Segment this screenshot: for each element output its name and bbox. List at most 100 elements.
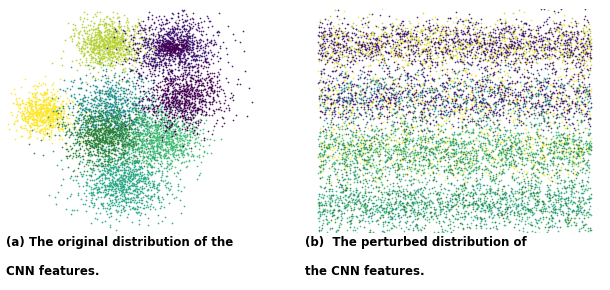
Point (154, 59, 164, 64)
Point (101, 115, 110, 120)
Point (100, 96, 110, 101)
Point (456, 136, 465, 141)
Point (92, 102, 102, 107)
Point (384, 113, 393, 118)
Point (34, 110, 44, 115)
Point (90, 52, 100, 57)
Point (176, 59, 186, 64)
Point (202, 71, 212, 76)
Point (492, 118, 501, 123)
Point (173, 37, 182, 41)
Point (429, 76, 439, 81)
Point (423, 46, 432, 51)
Point (185, 24, 195, 29)
Point (484, 43, 493, 47)
Point (527, 94, 537, 99)
Point (401, 220, 411, 225)
Point (98, 50, 108, 54)
Point (331, 39, 340, 44)
Point (157, 143, 167, 147)
Point (523, 182, 533, 187)
Point (94, 88, 104, 92)
Point (160, 128, 170, 133)
Point (449, 96, 459, 101)
Point (147, 170, 157, 174)
Point (317, 202, 326, 207)
Point (439, 231, 449, 235)
Point (130, 103, 140, 108)
Point (518, 21, 528, 26)
Point (474, 115, 484, 120)
Point (530, 155, 540, 159)
Point (316, 50, 326, 55)
Point (337, 135, 347, 140)
Point (424, 48, 434, 52)
Point (463, 140, 473, 145)
Point (45, 95, 55, 100)
Point (417, 61, 426, 66)
Point (156, 133, 166, 138)
Point (443, 139, 453, 143)
Point (179, 111, 188, 116)
Point (340, 205, 350, 210)
Point (195, 153, 204, 157)
Point (545, 95, 555, 99)
Point (514, 151, 523, 155)
Point (442, 112, 452, 116)
Point (395, 233, 405, 237)
Point (163, 39, 173, 43)
Point (23, 120, 33, 125)
Point (27, 95, 37, 99)
Point (82, 124, 92, 129)
Point (169, 141, 179, 146)
Point (538, 54, 548, 58)
Point (167, 91, 176, 96)
Point (346, 140, 356, 145)
Point (153, 194, 163, 198)
Point (100, 106, 110, 110)
Point (177, 143, 187, 148)
Point (114, 55, 124, 59)
Point (583, 100, 592, 104)
Point (179, 184, 189, 189)
Point (437, 39, 447, 44)
Point (179, 108, 189, 113)
Point (206, 88, 216, 92)
Point (468, 203, 478, 207)
Point (330, 108, 340, 113)
Point (19, 126, 29, 131)
Point (537, 139, 547, 144)
Point (365, 160, 375, 164)
Point (145, 196, 155, 201)
Point (39, 109, 49, 113)
Point (340, 164, 350, 168)
Point (207, 83, 217, 87)
Point (124, 157, 134, 162)
Point (566, 198, 576, 202)
Point (390, 207, 400, 212)
Point (32, 110, 41, 115)
Point (182, 93, 192, 97)
Point (342, 172, 351, 177)
Point (133, 209, 143, 214)
Point (325, 22, 335, 27)
Point (434, 196, 443, 201)
Point (185, 95, 195, 99)
Point (107, 186, 117, 191)
Point (421, 131, 431, 136)
Point (413, 51, 423, 55)
Point (486, 149, 496, 154)
Point (506, 101, 516, 106)
Point (452, 75, 462, 80)
Point (109, 119, 118, 123)
Point (341, 34, 351, 39)
Point (81, 118, 90, 122)
Point (185, 26, 195, 31)
Point (576, 120, 586, 124)
Point (375, 95, 385, 100)
Point (393, 53, 403, 57)
Point (183, 115, 193, 120)
Point (321, 116, 331, 121)
Point (514, 190, 524, 194)
Point (585, 113, 595, 117)
